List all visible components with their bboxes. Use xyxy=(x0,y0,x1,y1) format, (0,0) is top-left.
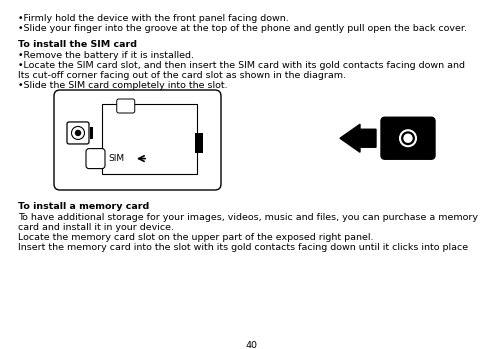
Bar xyxy=(90,127,94,139)
Text: To have additional storage for your images, videos, music and files, you can pur: To have additional storage for your imag… xyxy=(18,213,478,222)
Text: card and install it in your device.: card and install it in your device. xyxy=(18,223,174,232)
FancyBboxPatch shape xyxy=(86,149,105,169)
Text: SIM: SIM xyxy=(108,154,124,163)
Circle shape xyxy=(400,130,416,146)
Text: •Remove the battery if it is installed.: •Remove the battery if it is installed. xyxy=(18,51,194,60)
Text: To install a memory card: To install a memory card xyxy=(18,202,149,211)
Circle shape xyxy=(404,134,412,142)
FancyBboxPatch shape xyxy=(381,117,435,159)
FancyBboxPatch shape xyxy=(67,122,89,144)
Text: To install the SIM card: To install the SIM card xyxy=(18,40,137,49)
Bar xyxy=(102,104,197,174)
FancyBboxPatch shape xyxy=(54,90,221,190)
Text: •Slide your finger into the groove at the top of the phone and gently pull open : •Slide your finger into the groove at th… xyxy=(18,24,467,33)
Text: Locate the memory card slot on the upper part of the exposed right panel.: Locate the memory card slot on the upper… xyxy=(18,233,374,242)
Text: Insert the memory card into the slot with its gold contacts facing down until it: Insert the memory card into the slot wit… xyxy=(18,243,468,252)
Text: 40: 40 xyxy=(245,341,258,349)
Text: •Locate the SIM card slot, and then insert the SIM card with its gold contacts f: •Locate the SIM card slot, and then inse… xyxy=(18,61,465,70)
Bar xyxy=(195,133,203,153)
FancyArrow shape xyxy=(340,124,376,152)
Circle shape xyxy=(75,131,80,135)
Circle shape xyxy=(71,126,85,140)
Text: •Slide the SIM card completely into the slot.: •Slide the SIM card completely into the … xyxy=(18,81,228,90)
Text: •Firmly hold the device with the front panel facing down.: •Firmly hold the device with the front p… xyxy=(18,14,289,23)
FancyBboxPatch shape xyxy=(117,99,135,113)
Text: Its cut-off corner facing out of the card slot as shown in the diagram.: Its cut-off corner facing out of the car… xyxy=(18,71,346,80)
